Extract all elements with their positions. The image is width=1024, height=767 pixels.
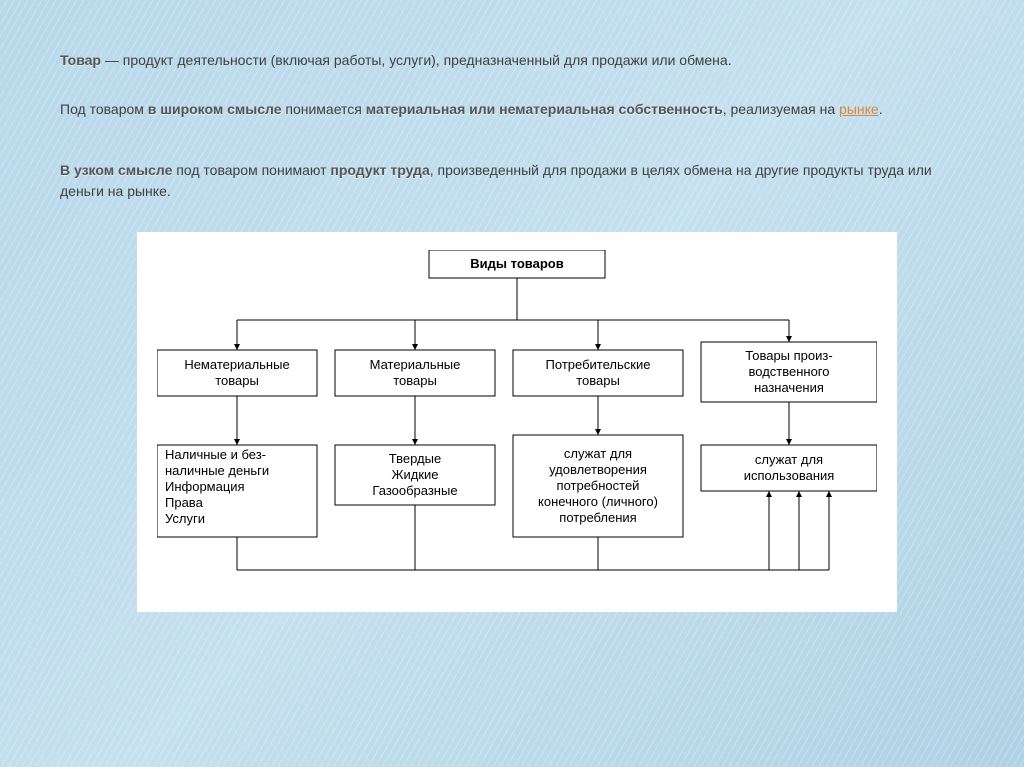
p1-term: Товар bbox=[60, 52, 101, 68]
paragraph-1: Товар — продукт деятельности (включая ра… bbox=[60, 50, 974, 71]
row2-box-0-label: Услуги bbox=[165, 511, 205, 526]
row1-box-0-label: Нематериальные bbox=[184, 357, 289, 372]
row1-box-1-label: Материальные bbox=[370, 357, 461, 372]
p3-a: В узком смысле bbox=[60, 162, 172, 178]
row2-box-1-label: Жидкие bbox=[391, 467, 438, 482]
row2-box-2-label: удовлетворения bbox=[549, 462, 647, 477]
row2-box-2-label: конечного (личного) bbox=[538, 494, 658, 509]
market-link[interactable]: рынке bbox=[839, 101, 879, 117]
row1-box-3-label: водственного bbox=[748, 364, 829, 379]
row2-box-0-label: наличные деньги bbox=[165, 463, 269, 478]
row2-box-0-label: Информация bbox=[165, 479, 245, 494]
root-box-label: Виды товаров bbox=[470, 256, 563, 271]
row2-box-3-label: использования bbox=[744, 468, 835, 483]
row2-box-2-label: потребления bbox=[559, 510, 636, 525]
row1-box-3-label: Товары произ- bbox=[745, 348, 832, 363]
row1-box-2-label: товары bbox=[576, 373, 620, 388]
row2-box-0-label: Наличные и без- bbox=[165, 447, 266, 462]
p2-d: материальная или нематериальная собствен… bbox=[366, 101, 723, 117]
p3-c: продукт труда bbox=[330, 162, 429, 178]
p2-c: понимается bbox=[282, 101, 366, 117]
row2-box-2-label: служат для bbox=[564, 446, 632, 461]
p2-e: , реализуемая на bbox=[723, 101, 839, 117]
row1-box-0-label: товары bbox=[215, 373, 259, 388]
row2-box-3-label: служат для bbox=[755, 452, 823, 467]
goods-tree-diagram: Виды товаровНематериальныетоварыМатериал… bbox=[157, 250, 877, 590]
row2-box-1-label: Твердые bbox=[389, 451, 441, 466]
p1-rest: — продукт деятельности (включая работы, … bbox=[101, 52, 732, 68]
p2-b: в широком смысле bbox=[148, 101, 282, 117]
row2-box-2-label: потребностей bbox=[557, 478, 640, 493]
row1-box-3-label: назначения bbox=[754, 380, 824, 395]
row1-box-2-label: Потребительские bbox=[546, 357, 651, 372]
paragraph-3: В узком смысле под товаром понимают прод… bbox=[60, 160, 974, 202]
row2-box-0-label: Права bbox=[165, 495, 204, 510]
row1-box-1-label: товары bbox=[393, 373, 437, 388]
p2-f: . bbox=[879, 101, 883, 117]
diagram-container: Виды товаровНематериальныетоварыМатериал… bbox=[137, 232, 897, 612]
p2-a: Под товаром bbox=[60, 101, 148, 117]
p3-b: под товаром понимают bbox=[172, 162, 330, 178]
paragraph-2: Под товаром в широком смысле понимается … bbox=[60, 99, 974, 120]
row2-box-1-label: Газообразные bbox=[372, 483, 457, 498]
